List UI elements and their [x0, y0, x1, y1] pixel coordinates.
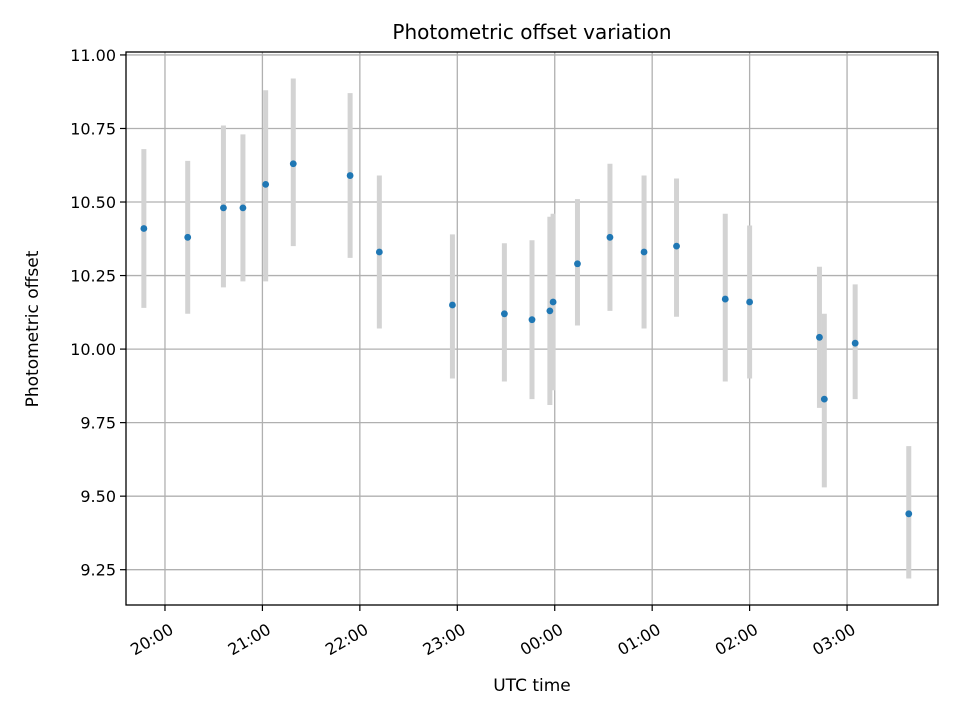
data-point: [546, 307, 554, 315]
data-point: [820, 395, 828, 403]
y-tick-label: 9.75: [80, 414, 116, 433]
y-tick-label: 9.25: [80, 561, 116, 580]
y-axis-ticks: 9.25 9.50 9.75 10.00 10.25 10.50 10.75 11.00: [70, 46, 126, 580]
data-point: [851, 339, 859, 347]
data-point: [220, 204, 227, 212]
y-tick-label: 10.75: [70, 119, 116, 138]
data-point: [746, 298, 754, 306]
data-point: [184, 233, 192, 241]
y-tick-label: 10.50: [70, 193, 116, 212]
data-point: [721, 295, 729, 303]
y-tick-label: 10.00: [70, 340, 116, 359]
data-point: [239, 204, 247, 212]
data-point: [500, 310, 508, 318]
data-point: [449, 301, 456, 309]
x-axis-label: UTC time: [493, 676, 571, 696]
data-point: [905, 510, 913, 518]
y-tick-label: 11.00: [70, 46, 116, 65]
data-point: [262, 180, 270, 188]
data-point: [140, 225, 148, 232]
data-points: [140, 160, 913, 518]
data-point: [528, 316, 536, 324]
chart-title: Photometric offset variation: [392, 20, 671, 44]
y-axis-label: Photometric offset: [23, 250, 43, 407]
data-point: [574, 260, 581, 268]
data-point: [673, 242, 680, 250]
data-point: [816, 333, 823, 341]
data-point: [640, 248, 648, 256]
data-point: [346, 172, 354, 179]
plot-frame: [125, 51, 939, 606]
data-point: [375, 248, 383, 256]
data-point: [606, 233, 614, 241]
y-tick-label: 9.50: [80, 487, 116, 506]
data-point: [549, 298, 557, 306]
data-point: [289, 160, 297, 168]
y-tick-label: 10.25: [70, 267, 116, 286]
